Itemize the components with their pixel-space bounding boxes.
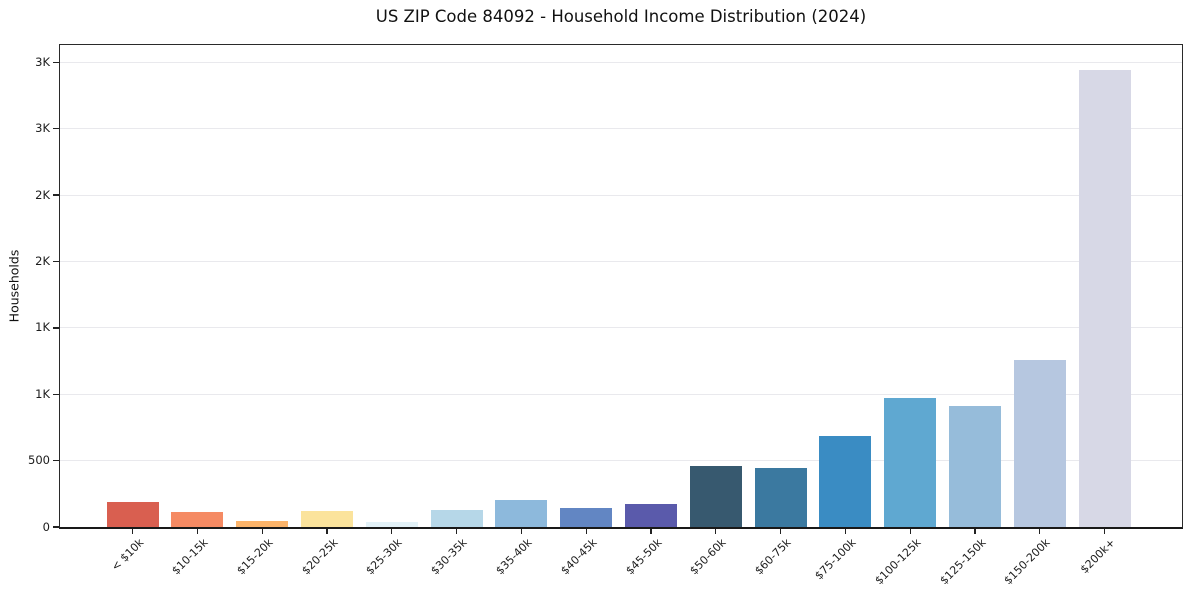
x-axis-tick (779, 529, 782, 534)
y-axis-tick (53, 327, 59, 329)
x-axis-tick-label: $30-35k (428, 536, 470, 578)
x-axis-tick-label: $20-25k (298, 536, 341, 578)
gridline (60, 194, 1182, 196)
gridline (60, 128, 1182, 130)
x-axis-tick-label: $45-50k (622, 536, 665, 578)
x-axis-tick-label: $75-100k (812, 536, 859, 583)
x-axis-tick (715, 529, 717, 534)
x-axis-tick-label: $150-200k (1001, 536, 1054, 588)
x-axis-tick (844, 529, 847, 534)
x-axis-tick (455, 529, 458, 534)
y-axis-tick (53, 526, 59, 528)
bar (1078, 69, 1131, 527)
x-axis-tick (196, 529, 199, 534)
gridline (60, 327, 1182, 329)
bar (949, 405, 1001, 527)
x-axis-tick (974, 529, 976, 534)
x-axis-tick-label: $10-15k (169, 536, 211, 578)
gridline (60, 393, 1182, 395)
x-axis-tick-label: $60-75k (752, 536, 794, 578)
x-axis-tick-label: $125-150k (937, 536, 989, 588)
x-axis-tick-label: $35-40k (493, 536, 535, 578)
bar (106, 502, 159, 527)
gridline (60, 260, 1182, 262)
y-axis-tick (53, 393, 59, 395)
y-axis-tick (53, 459, 59, 462)
y-axis-tick-label: 500 (28, 453, 50, 468)
bar (236, 521, 289, 527)
x-axis-tick (650, 529, 652, 534)
x-axis-tick-label: < $10k (108, 536, 146, 574)
bar (560, 508, 613, 527)
bar (301, 511, 353, 527)
y-axis-tick-label: 3K (35, 54, 50, 69)
y-axis-tick (53, 260, 59, 263)
x-axis-tick (131, 529, 134, 534)
x-axis-tick (391, 529, 393, 534)
y-axis-tick-label: 1K (35, 320, 50, 335)
y-axis-tick-label: 2K (35, 253, 50, 268)
y-axis-tick (53, 194, 59, 196)
x-axis-tick-label: $50-60k (687, 536, 730, 578)
bar (495, 500, 548, 527)
bar (430, 510, 483, 527)
bar (884, 398, 937, 527)
y-axis-tick-label: 2K (35, 187, 50, 202)
x-axis-tick (585, 529, 587, 534)
x-axis-tick (326, 529, 328, 534)
gridline (60, 460, 1182, 462)
bar (689, 465, 742, 527)
x-axis-tick (909, 529, 911, 534)
bar (171, 511, 224, 527)
gridline (60, 61, 1182, 63)
chart-title: US ZIP Code 84092 - Household Income Dis… (375, 7, 867, 26)
x-axis-tick (1103, 529, 1106, 534)
bar (365, 522, 418, 527)
y-axis-tick-label: 3K (35, 121, 50, 136)
bar (754, 467, 807, 527)
x-axis-tick-label: $40-45k (558, 536, 600, 578)
x-axis-tick-label: $25-30k (363, 536, 406, 578)
y-axis-tick-label: 0 (42, 519, 50, 534)
y-axis-tick (53, 127, 59, 130)
x-axis-tick-label: $200k+ (1077, 536, 1118, 577)
bar (819, 436, 872, 527)
y-axis-tick-label: 1K (35, 386, 50, 401)
x-axis-tick (1039, 529, 1041, 534)
bar (1013, 359, 1066, 527)
x-axis-tick (261, 529, 263, 534)
x-axis-tick (520, 529, 523, 534)
bar (625, 504, 677, 527)
x-axis-tick-label: $15-20k (234, 536, 276, 578)
y-axis-tick (53, 61, 59, 63)
x-axis-tick-label: $100-125k (872, 536, 924, 588)
plot-area (59, 44, 1183, 529)
